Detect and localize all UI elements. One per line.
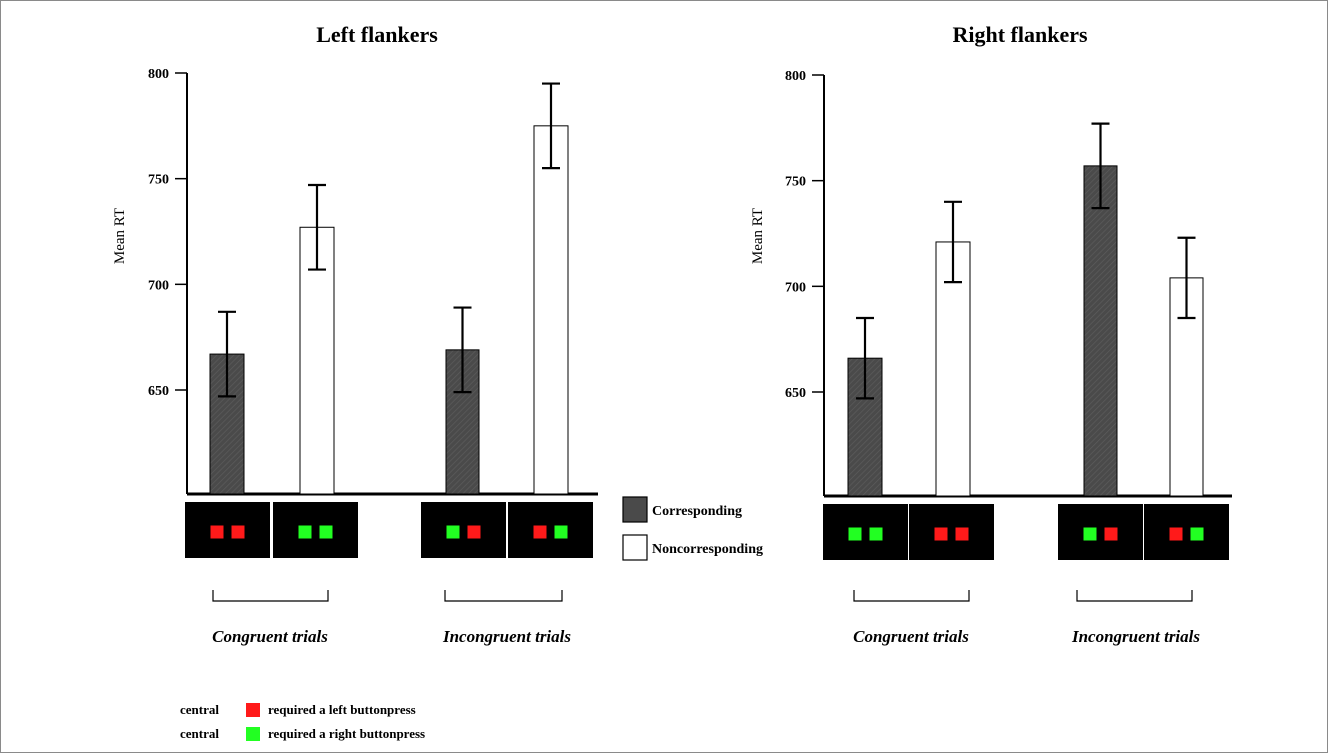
right-stimulus-square-red: [934, 527, 948, 541]
right-stimulus-square-green: [869, 527, 883, 541]
key-green-square: [246, 727, 260, 741]
right-stimulus-panel: [909, 504, 994, 560]
right-chart-title: Right flankers: [952, 22, 1088, 47]
key-line1-suffix: required a left buttonpress: [268, 702, 416, 717]
left-stimulus-panel: [185, 502, 270, 558]
left-y-tick-label: 750: [148, 173, 169, 188]
left-stimulus-square-red: [210, 525, 224, 539]
right-y-tick-label: 700: [785, 280, 806, 295]
key-line2-prefix: central: [180, 726, 219, 741]
left-stimulus-panel: [273, 502, 358, 558]
right-bar-noncorresponding-congruent: [935, 241, 971, 497]
right-y-tick-label: 650: [785, 386, 806, 401]
left-group-label: Congruent trials: [212, 627, 328, 646]
legend-label-noncorresponding: Noncorresponding: [652, 542, 763, 557]
left-stimulus-square-green: [554, 525, 568, 539]
right-group-label: Incongruent trials: [1071, 627, 1200, 646]
left-stimulus-panel: [421, 502, 506, 558]
left-group-label: Incongruent trials: [442, 627, 571, 646]
left-stimulus-square-green: [319, 525, 333, 539]
left-stimulus-square-green: [298, 525, 312, 539]
left-group-bracket: [444, 590, 563, 602]
right-group-bracket: [853, 590, 970, 602]
left-bar-noncorresponding-incongruent: [533, 125, 569, 495]
right-group-bracket: [1076, 590, 1193, 602]
right-stimulus-square-red: [1104, 527, 1118, 541]
left-chart-title: Left flankers: [316, 22, 438, 47]
right-group-label: Congruent trials: [853, 627, 969, 646]
right-stimulus-panel: [1058, 504, 1143, 560]
right-stimulus-square-green: [1190, 527, 1204, 541]
key-line1-prefix: central: [180, 702, 219, 717]
left-stimulus-square-green: [446, 525, 460, 539]
left-y-tick-label: 700: [148, 278, 169, 293]
legend-swatch-noncorresponding: [622, 534, 648, 561]
left-stimulus-square-red: [231, 525, 245, 539]
right-stimulus-square-red: [955, 527, 969, 541]
left-stimulus-panel: [508, 502, 593, 558]
left-stimulus-square-red: [533, 525, 547, 539]
left-group-bracket: [212, 590, 329, 602]
left-stimulus-square-red: [467, 525, 481, 539]
right-bar-corresponding-incongruent: [1083, 165, 1118, 497]
key-red-square: [246, 703, 260, 717]
right-stimulus-square-green: [1083, 527, 1097, 541]
right-stimulus-panel: [1144, 504, 1229, 560]
right-stimulus-square-red: [1169, 527, 1183, 541]
left-y-tick-label: 800: [148, 67, 169, 82]
right-y-tick-label: 750: [785, 175, 806, 190]
left-y-tick-label: 650: [148, 384, 169, 399]
key-line2-suffix: required a right buttonpress: [268, 726, 425, 741]
legend-label-corresponding: Corresponding: [652, 504, 742, 519]
legend-swatch-corresponding: [622, 496, 648, 523]
right-y-axis-label: Mean RT: [750, 208, 766, 264]
right-y-tick-label: 800: [785, 69, 806, 84]
left-y-axis-label: Mean RT: [112, 208, 128, 264]
left-bar-noncorresponding-congruent: [299, 226, 335, 495]
right-stimulus-panel: [823, 504, 908, 560]
right-stimulus-square-green: [848, 527, 862, 541]
